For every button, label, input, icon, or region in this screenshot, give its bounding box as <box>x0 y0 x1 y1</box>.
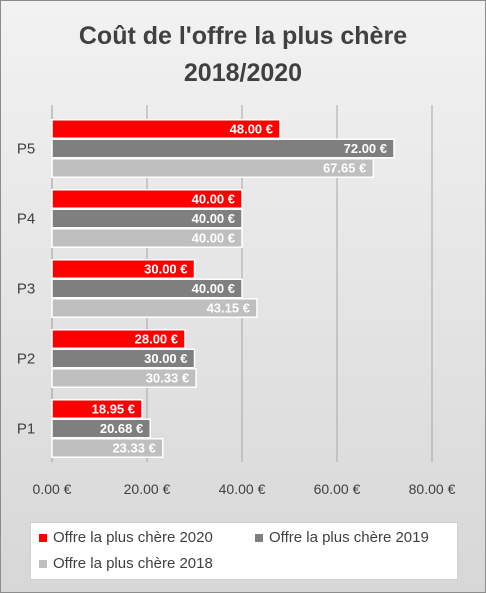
bar-p1-series-1 <box>51 399 143 419</box>
category-label-p4: P4 <box>17 211 35 228</box>
legend: Offre la plus chère 2020 Offre la plus c… <box>30 522 458 580</box>
data-label-p1-series-3: 23.33 € <box>112 441 155 456</box>
data-label-p3-series-3: 43.15 € <box>207 301 250 316</box>
data-label-p5-series-3: 67.65 € <box>323 161 366 176</box>
legend-label-2020: Offre la plus chère 2020 <box>53 529 213 546</box>
bar-p2-series-2 <box>51 348 196 369</box>
data-label-p4-series-3: 40.00 € <box>192 231 235 246</box>
legend-swatch-2020 <box>39 533 47 542</box>
data-label-p5-series-1: 48.00 € <box>230 122 273 137</box>
legend-item-2020: Offre la plus chère 2020 <box>39 529 213 546</box>
category-label-p5: P5 <box>17 141 35 158</box>
x-tick-label-4: 80.00 € <box>409 481 456 497</box>
data-label-p5-series-2: 72.00 € <box>344 141 387 156</box>
legend-swatch-2019 <box>255 533 263 542</box>
bar-p5-series-3 <box>51 158 375 178</box>
bar-p5-series-1 <box>51 119 281 139</box>
x-tick-label-3: 60.00 € <box>314 481 361 497</box>
bar-p2-series-1 <box>51 329 186 349</box>
data-label-p2-series-2: 30.00 € <box>144 351 187 366</box>
category-label-p3: P3 <box>17 281 35 298</box>
category-label-p2: P2 <box>17 351 35 368</box>
chart-title-line-2: 2018/2020 <box>184 59 302 87</box>
bar-p5-series-2 <box>51 138 395 159</box>
bar-p2-series-3 <box>51 368 197 388</box>
bar-p3-series-3 <box>51 298 258 318</box>
category-label-p1: P1 <box>17 421 35 438</box>
data-label-p3-series-1: 30.00 € <box>144 262 187 277</box>
bar-p1-series-3 <box>51 438 164 458</box>
bar-p4-series-3 <box>51 228 243 248</box>
data-label-p1-series-2: 20.68 € <box>100 421 143 436</box>
x-tick-label-1: 20.00 € <box>124 481 171 497</box>
chart-title-line-1: Coût de l'offre la plus chère <box>79 22 407 50</box>
legend-label-2018: Offre la plus chère 2018 <box>53 555 213 572</box>
data-label-p4-series-2: 40.00 € <box>192 211 235 226</box>
legend-item-2019: Offre la plus chère 2019 <box>255 529 429 546</box>
x-tick-label-0: 0.00 € <box>33 481 72 497</box>
bar-p3-series-2 <box>51 278 243 299</box>
legend-label-2019: Offre la plus chère 2019 <box>269 529 429 546</box>
legend-swatch-2018 <box>39 559 47 568</box>
data-label-p2-series-3: 30.33 € <box>146 371 189 386</box>
bar-p1-series-2 <box>51 418 151 439</box>
data-label-p2-series-1: 28.00 € <box>135 332 178 347</box>
x-tick-label-2: 40.00 € <box>219 481 266 497</box>
bar-p3-series-1 <box>51 259 196 279</box>
data-label-p1-series-1: 18.95 € <box>92 402 135 417</box>
data-label-p4-series-1: 40.00 € <box>192 192 235 207</box>
bar-p4-series-1 <box>51 189 243 209</box>
bar-p4-series-2 <box>51 208 243 229</box>
legend-item-2018: Offre la plus chère 2018 <box>39 555 213 572</box>
data-label-p3-series-2: 40.00 € <box>192 281 235 296</box>
